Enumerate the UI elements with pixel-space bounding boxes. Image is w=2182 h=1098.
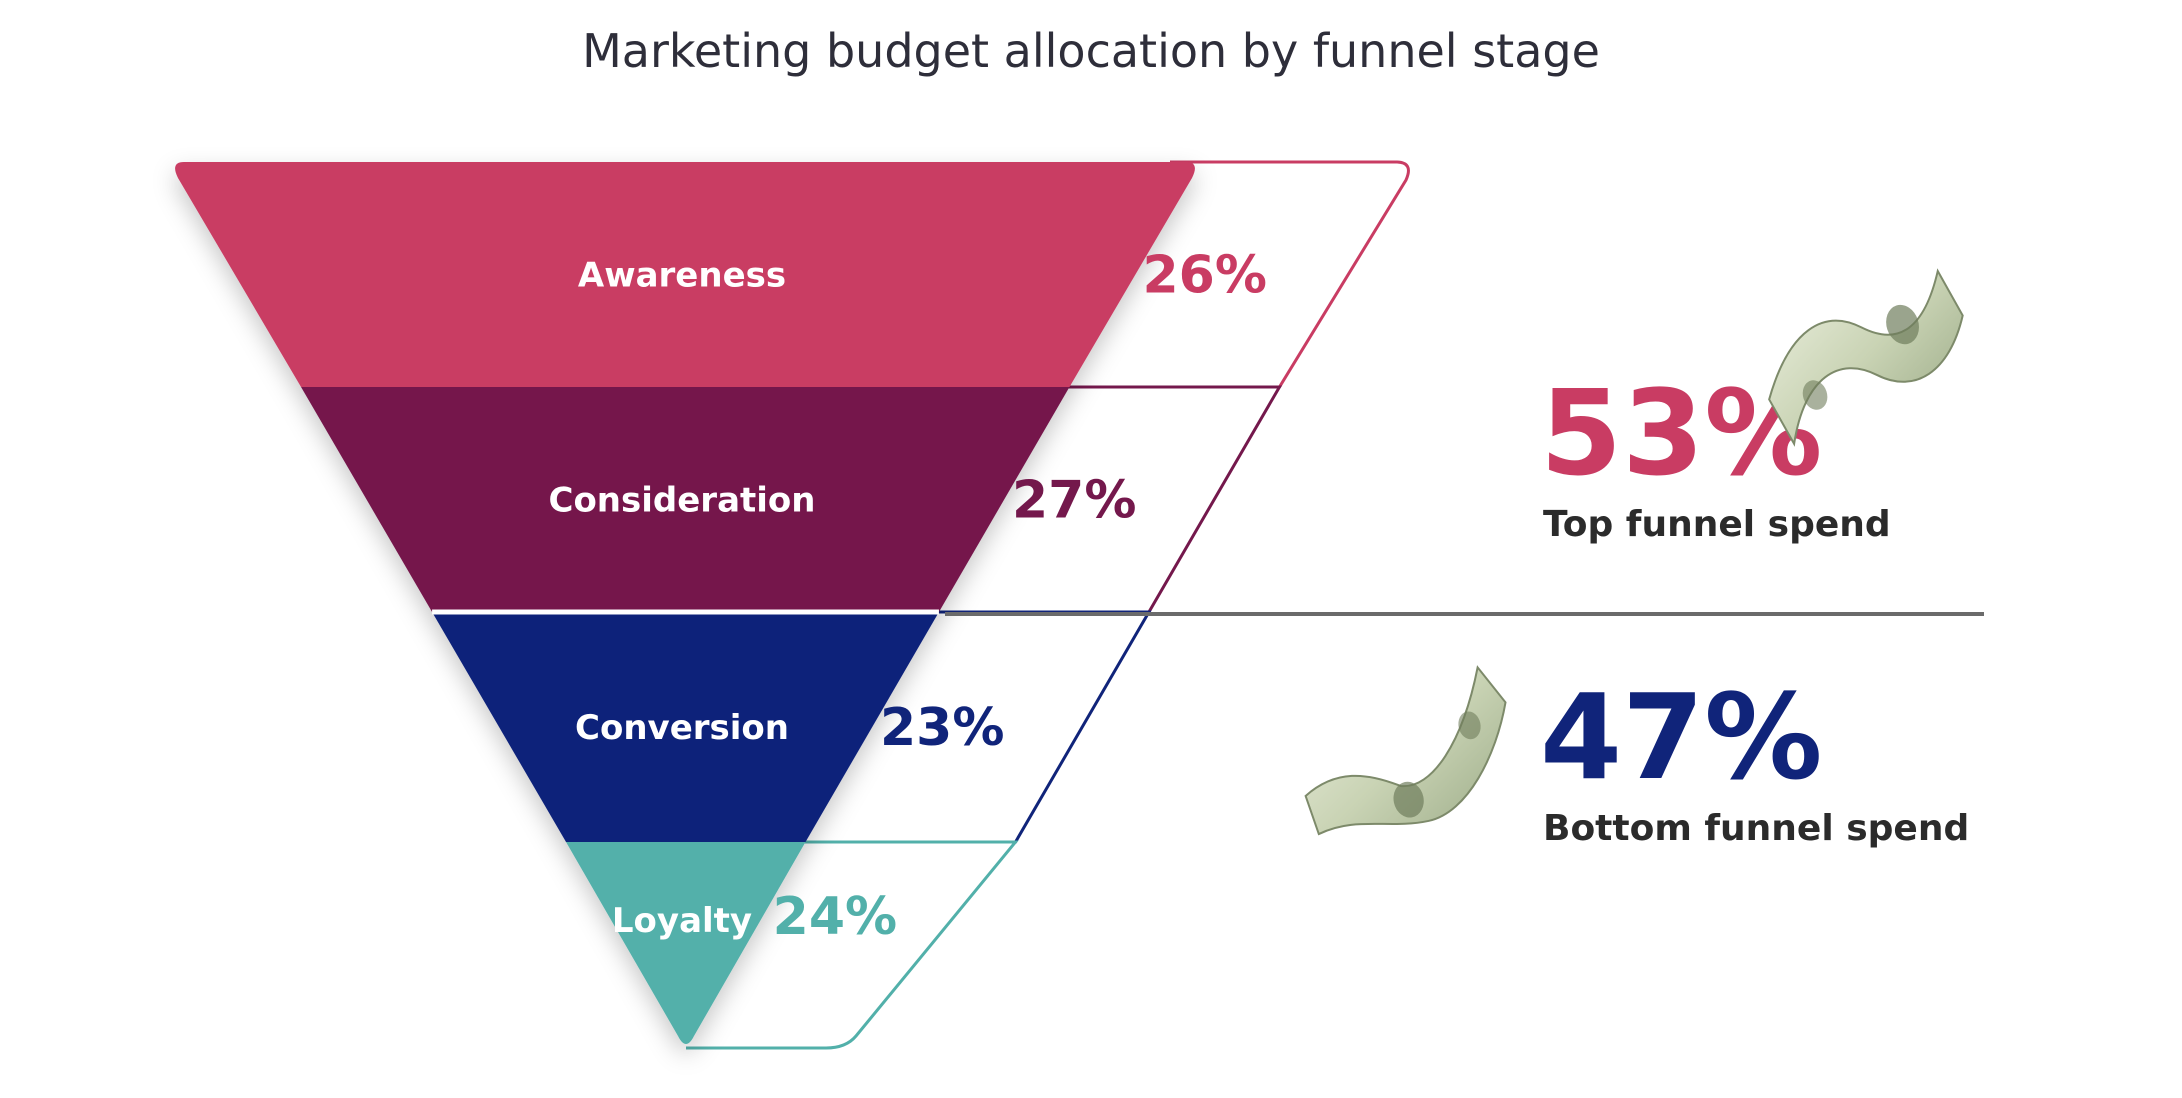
- page-title: Marketing budget allocation by funnel st…: [582, 24, 1600, 78]
- dollar-bill-icon: [1768, 268, 1964, 447]
- value-box-awareness: [1039, 160, 1410, 389]
- stage-percentage-consideration: 27%: [1012, 471, 1136, 531]
- funnel-stage-loyalty: [566, 842, 806, 1044]
- stage-percentage-loyalty: 24%: [773, 887, 897, 947]
- bottom-funnel-percentage: 47%: [1540, 668, 1822, 806]
- stage-percentage-awareness: 26%: [1143, 246, 1267, 306]
- stage-label-awareness: Awareness: [578, 256, 786, 296]
- stage-percentage-conversion: 23%: [880, 698, 1004, 758]
- funnel-stage-consideration: [301, 387, 1070, 612]
- bottom-funnel-caption: Bottom funnel spend: [1543, 808, 1969, 849]
- stage-label-conversion: Conversion: [575, 708, 789, 748]
- dollar-bill-icon: [1304, 665, 1507, 836]
- funnel-stage-awareness: [175, 162, 1195, 387]
- stage-label-consideration: Consideration: [549, 481, 816, 521]
- top-funnel-caption: Top funnel spend: [1543, 504, 1891, 545]
- funnel-stage-conversion: [432, 612, 939, 842]
- stage-label-loyalty: Loyalty: [612, 901, 752, 941]
